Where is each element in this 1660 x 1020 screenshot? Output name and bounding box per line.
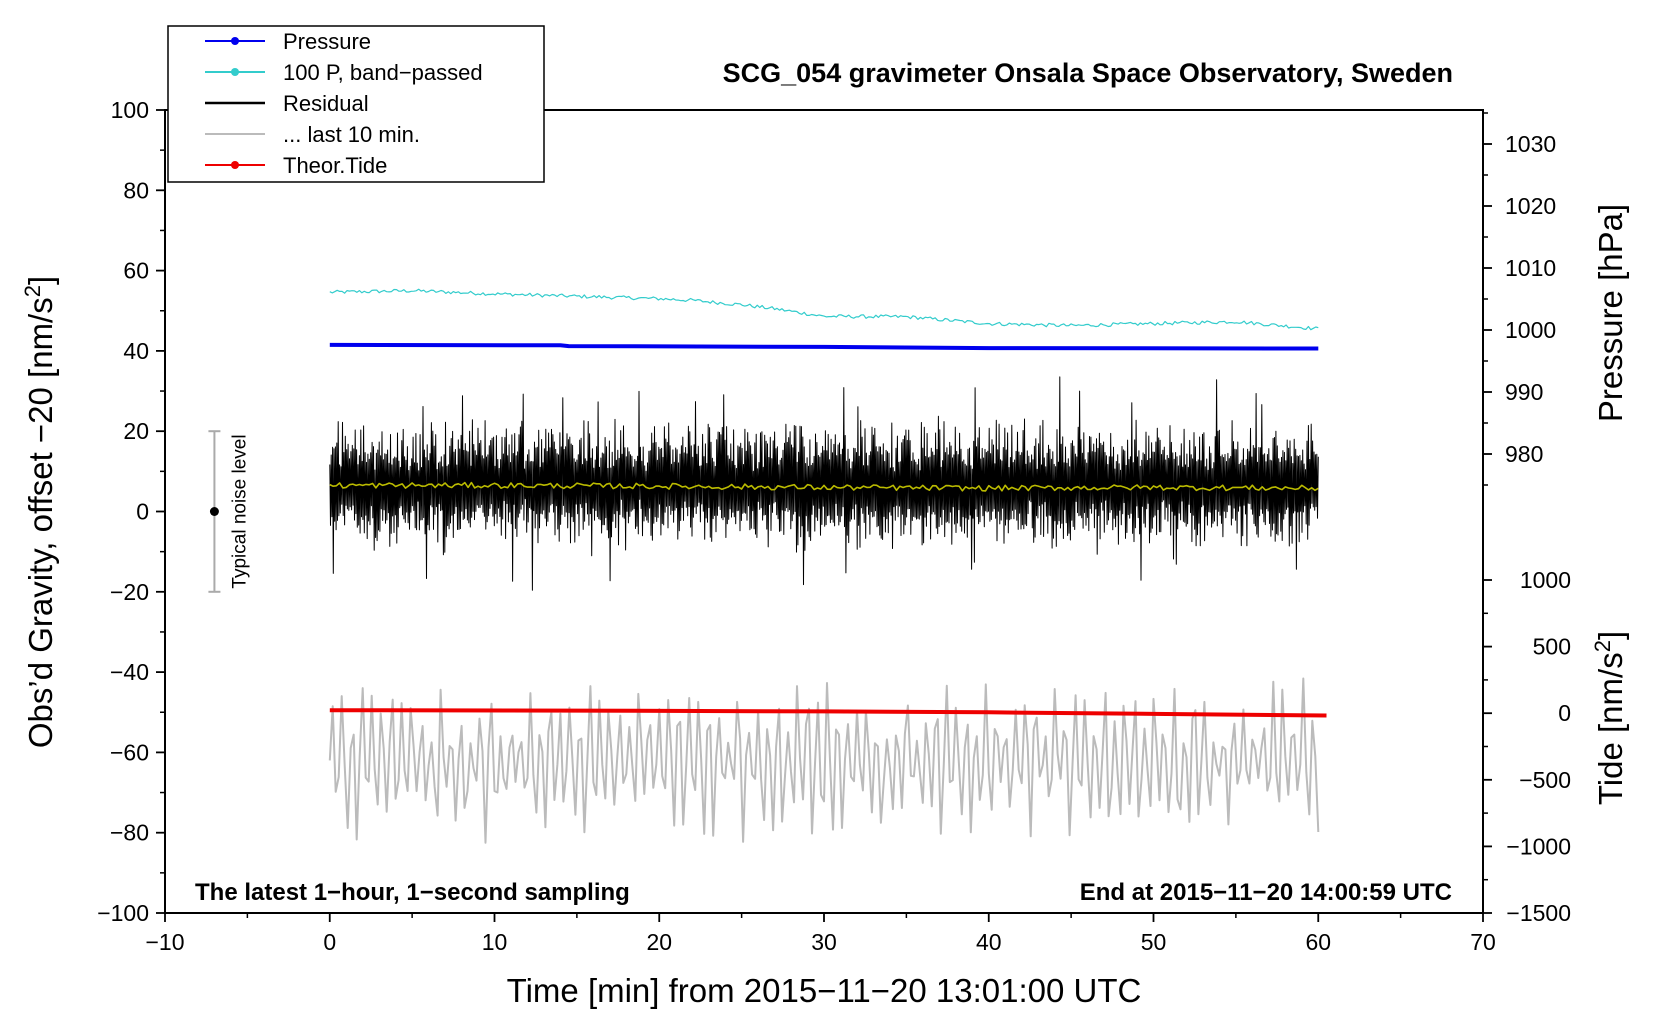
legend-label: 100 P, band−passed (283, 60, 483, 85)
y-axis-title-left: Obs’d Gravity, offset −20 [nm/s2] (20, 276, 60, 748)
y-tick-label: 40 (123, 338, 149, 364)
tide-tick-label: −1000 (1506, 833, 1571, 859)
y-tick-label: 20 (123, 418, 149, 444)
note-sampling: The latest 1−hour, 1−second sampling (195, 879, 630, 906)
noise-dot (209, 507, 219, 516)
theoretical-tide-line (329, 708, 1327, 718)
pressure-tick-label: 1020 (1505, 193, 1556, 219)
x-tick-label: 60 (1305, 929, 1331, 955)
x-tick-label: 70 (1470, 929, 1496, 955)
last-10-min-line (328, 677, 1320, 844)
y-axis-title-tide: Tide [nm/s2] (1590, 631, 1630, 805)
pressure-tick-label: 1000 (1505, 317, 1556, 343)
chart-title: SCG_054 gravimeter Onsala Space Observat… (723, 58, 1453, 88)
y-tick-label: −100 (97, 900, 149, 926)
tide-tick-label: −500 (1519, 767, 1571, 793)
tide-tick-label: 500 (1533, 634, 1571, 660)
noise-label: Typical noise level (229, 434, 250, 588)
x-tick-label: −10 (145, 929, 184, 955)
pressure-tick-label: 1010 (1505, 255, 1556, 281)
x-tick-label: 40 (976, 929, 1002, 955)
pressure-tick-label: 990 (1505, 379, 1543, 405)
tide-tick-label: −1500 (1506, 900, 1571, 926)
x-tick-label: 50 (1141, 929, 1167, 955)
y-tick-label: 100 (111, 97, 149, 123)
y-axis-title-pressure: Pressure [hPa] (1592, 204, 1629, 422)
pressure-tick-label: 1030 (1505, 131, 1556, 157)
legend-label: Pressure (283, 29, 371, 54)
x-tick-label: 10 (482, 929, 508, 955)
y-tick-label: −40 (110, 659, 149, 685)
y-tick-label: −80 (110, 820, 149, 846)
y-tick-label: −20 (110, 579, 149, 605)
legend-swatch-marker (231, 68, 239, 76)
y-tick-label: 80 (123, 177, 149, 203)
pressure-line (329, 342, 1319, 351)
y-tick-label: 0 (136, 499, 149, 525)
legend-label: Residual (283, 91, 369, 116)
noise-level-indicator: Typical noise level (208, 430, 250, 593)
tide-tick-label: 1000 (1520, 567, 1571, 593)
pressure-tick-label: 980 (1505, 441, 1543, 467)
y-tick-label: 60 (123, 258, 149, 284)
residual-smoothed-line (329, 481, 1319, 492)
tide-tick-label: 0 (1558, 700, 1571, 726)
note-end-time: End at 2015−11−20 14:00:59 UTC (1080, 879, 1452, 906)
x-tick-label: 0 (323, 929, 336, 955)
x-tick-label: 30 (811, 929, 837, 955)
legend-label: Theor.Tide (283, 153, 387, 178)
y-tick-label: −60 (110, 739, 149, 765)
x-tick-label: 20 (646, 929, 672, 955)
legend-swatch-marker (231, 161, 239, 169)
x-axis-title: Time [min] from 2015−11−20 13:01:00 UTC (507, 972, 1142, 1009)
residual-line (329, 376, 1319, 591)
pressure-bandpassed-line (329, 288, 1319, 331)
legend: Pressure 100 P, band−passed Residual ... la… (167, 25, 545, 183)
legend-swatch-marker (231, 37, 239, 45)
legend-label: ... last 10 min. (283, 122, 420, 147)
